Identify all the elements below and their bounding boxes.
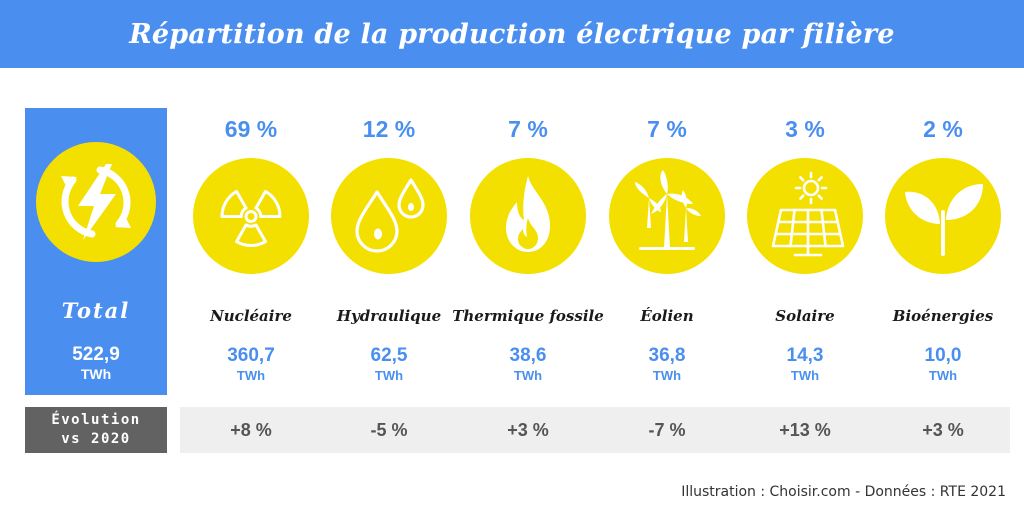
source-name: Bioénergies	[892, 306, 994, 325]
solar-panel-icon	[771, 171, 845, 257]
plant-sprout-icon	[905, 184, 983, 256]
total-value: 522,9	[72, 344, 120, 365]
icon-circle	[193, 158, 309, 274]
evolution-label-line1: Évolution	[51, 412, 141, 428]
production-unit: TWh	[374, 368, 404, 383]
production-value: 360,7	[227, 345, 275, 366]
title-bar: Répartition de la production électrique …	[0, 0, 1024, 68]
evolution-value: -5 %	[370, 420, 408, 440]
production-unit: TWh	[928, 368, 958, 383]
icon-circle	[331, 158, 447, 274]
lightning-bolt-icon	[61, 164, 131, 240]
production-unit: TWh	[513, 368, 543, 383]
source-credit: Illustration : Choisir.com - Données : R…	[681, 484, 1006, 500]
total-icon-circle	[36, 142, 156, 262]
source-name: Thermique fossile	[452, 306, 604, 325]
icon-circle	[747, 158, 863, 274]
production-unit: TWh	[652, 368, 682, 383]
evolution-value: -7 %	[648, 420, 686, 440]
evolution-value: +13 %	[779, 420, 831, 440]
page-title: Répartition de la production électrique …	[129, 18, 895, 50]
evolution-value: +3 %	[507, 420, 549, 440]
icon-circle	[885, 158, 1001, 274]
source-name: Éolien	[640, 306, 694, 325]
share-label: 12 %	[362, 116, 416, 142]
production-value: 10,0	[924, 345, 962, 366]
share-label: 69 %	[224, 116, 278, 142]
evolution-value: +8 %	[230, 420, 272, 440]
total-unit: TWh	[80, 366, 112, 382]
radiation-icon	[220, 189, 282, 247]
source-name: Nucléaire	[210, 306, 292, 325]
production-value: 62,5	[370, 345, 408, 366]
wind-turbine-icon	[635, 170, 701, 250]
water-drops-icon	[355, 178, 425, 253]
share-label: 7 %	[647, 116, 687, 142]
source-name: Solaire	[775, 306, 835, 325]
total-panel: Total 522,9 TWh	[25, 108, 167, 395]
production-unit: TWh	[236, 368, 266, 383]
evolution-value: +3 %	[922, 420, 964, 440]
production-value: 38,6	[509, 345, 547, 366]
share-label: 2 %	[923, 116, 963, 142]
icon-circle	[470, 158, 586, 274]
production-value: 14,3	[786, 345, 824, 366]
production-value: 36,8	[648, 345, 686, 366]
total-label: Total	[61, 298, 131, 323]
share-label: 3 %	[785, 116, 825, 142]
share-label: 7 %	[508, 116, 548, 142]
evolution-label-line2: vs 2020	[61, 431, 131, 447]
source-name: Hydraulique	[336, 306, 442, 325]
flame-icon	[506, 176, 550, 252]
icon-circle	[609, 158, 725, 274]
production-unit: TWh	[790, 368, 820, 383]
evolution-strip	[180, 407, 1010, 453]
evolution-label-box: Évolution vs 2020	[25, 407, 167, 453]
